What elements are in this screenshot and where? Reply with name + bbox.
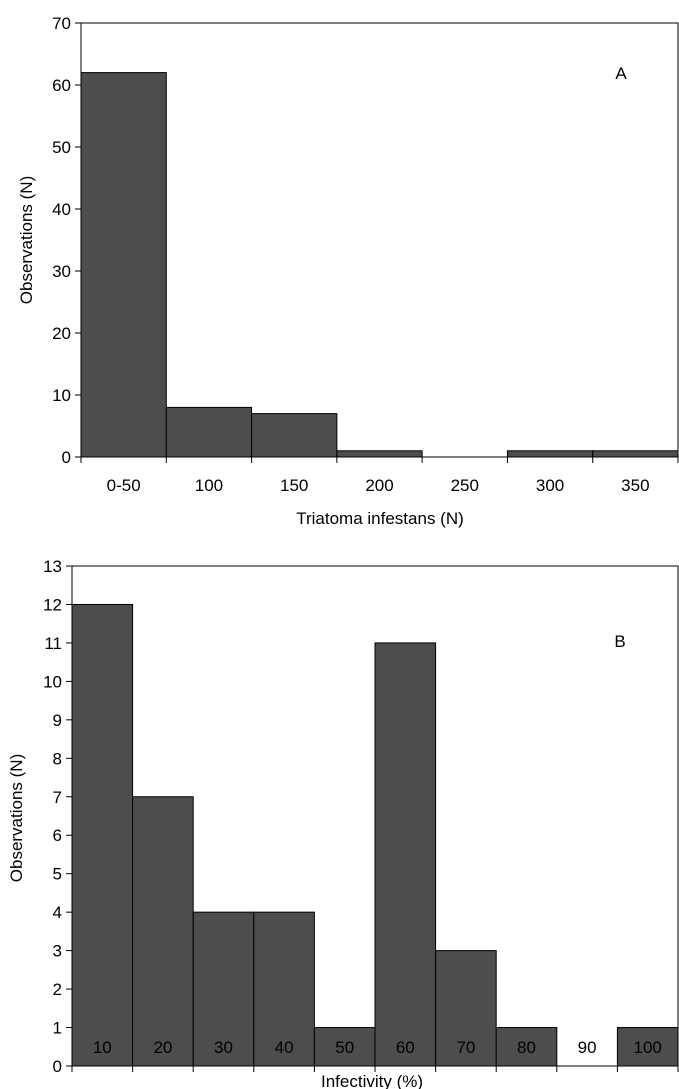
chart-a-bars	[80, 72, 679, 458]
y-tick-label: 7	[53, 788, 62, 807]
chart-b-bar-80	[495, 1027, 558, 1067]
x-tick-label: 150	[280, 476, 308, 495]
chart-a-x-axis: 0-50 100 150 200 250 300 350	[80, 457, 679, 495]
y-tick-label: 9	[53, 711, 62, 730]
chart-a-bar-100	[165, 406, 253, 458]
chart-b-bar-20	[132, 796, 194, 1067]
chart-b-x-axis-title: Infectivity (%)	[321, 1072, 423, 1089]
chart-a-y-axis-title: Observations (N)	[17, 176, 36, 304]
chart-b-bar-70	[435, 950, 497, 1067]
x-tick-label: 100	[634, 1038, 662, 1057]
x-tick-label: 0-50	[107, 476, 141, 495]
chart-a-bar-300	[506, 450, 594, 458]
chart-a-bar-350	[592, 450, 679, 458]
y-tick-label: 6	[53, 826, 62, 845]
y-tick-label: 70	[52, 14, 71, 33]
x-tick-label: 60	[396, 1038, 415, 1057]
chart-a: 0 10 20 30 40 50 60 70 0-50 100 150 200 250 300 350 A…	[17, 14, 679, 528]
chart-b-bar-30	[192, 911, 255, 1067]
chart-b-bar-100	[616, 1027, 679, 1067]
x-tick-label: 40	[275, 1038, 294, 1057]
x-tick-label: 250	[451, 476, 479, 495]
chart-a-x-axis-title: Triatoma infestans (N)	[296, 509, 464, 528]
y-tick-label: 0	[53, 1057, 62, 1076]
chart-b-bar-40	[253, 911, 315, 1067]
chart-a-bar-150	[251, 413, 338, 458]
y-tick-label: 60	[52, 76, 71, 95]
y-tick-label: 30	[52, 262, 71, 281]
x-tick-label: 90	[578, 1038, 597, 1057]
y-tick-label: 11	[44, 634, 62, 653]
y-tick-label: 1	[53, 1019, 62, 1038]
chart-a-plot-frame	[80, 22, 679, 458]
x-tick-label: 10	[93, 1038, 112, 1057]
y-tick-label: 0	[62, 448, 71, 467]
chart-b-bars	[71, 603, 679, 1067]
chart-a-panel-letter: A	[615, 64, 627, 83]
chart-a-bar-200	[336, 450, 423, 458]
y-tick-label: 10	[43, 672, 62, 691]
y-tick-label: 8	[53, 749, 62, 768]
chart-a-bar-0-50	[80, 72, 167, 458]
x-tick-label: 80	[517, 1038, 536, 1057]
chart-b-bar-50	[313, 1027, 376, 1067]
x-tick-label: 70	[456, 1038, 475, 1057]
x-tick-label: 20	[153, 1038, 172, 1057]
x-tick-label: 350	[621, 476, 649, 495]
y-tick-label: 50	[52, 138, 71, 157]
y-tick-label: 4	[53, 903, 62, 922]
chart-a-y-axis: 0 10 20 30 40 50 60 70	[52, 14, 81, 467]
chart-b-x-axis: 10 20 30 40 50 60 70 80 90 100	[71, 1038, 679, 1072]
x-tick-label: 50	[335, 1038, 354, 1057]
y-tick-label: 40	[52, 200, 71, 219]
x-tick-label: 200	[365, 476, 393, 495]
y-tick-label: 10	[52, 386, 71, 405]
y-tick-label: 3	[53, 942, 62, 961]
chart-b-bar-60	[374, 642, 437, 1067]
chart-b-panel-letter: B	[614, 632, 625, 651]
x-tick-label: 100	[195, 476, 223, 495]
chart-b-bar-10	[71, 603, 134, 1067]
y-tick-label: 5	[53, 865, 62, 884]
chart-b-y-axis-title: Observations (N)	[7, 754, 26, 882]
x-tick-label: 30	[214, 1038, 233, 1057]
x-tick-label: 300	[536, 476, 564, 495]
y-tick-label: 12	[43, 595, 62, 614]
y-tick-label: 13	[43, 557, 62, 576]
y-tick-label: 2	[53, 980, 62, 999]
y-tick-label: 20	[52, 324, 71, 343]
